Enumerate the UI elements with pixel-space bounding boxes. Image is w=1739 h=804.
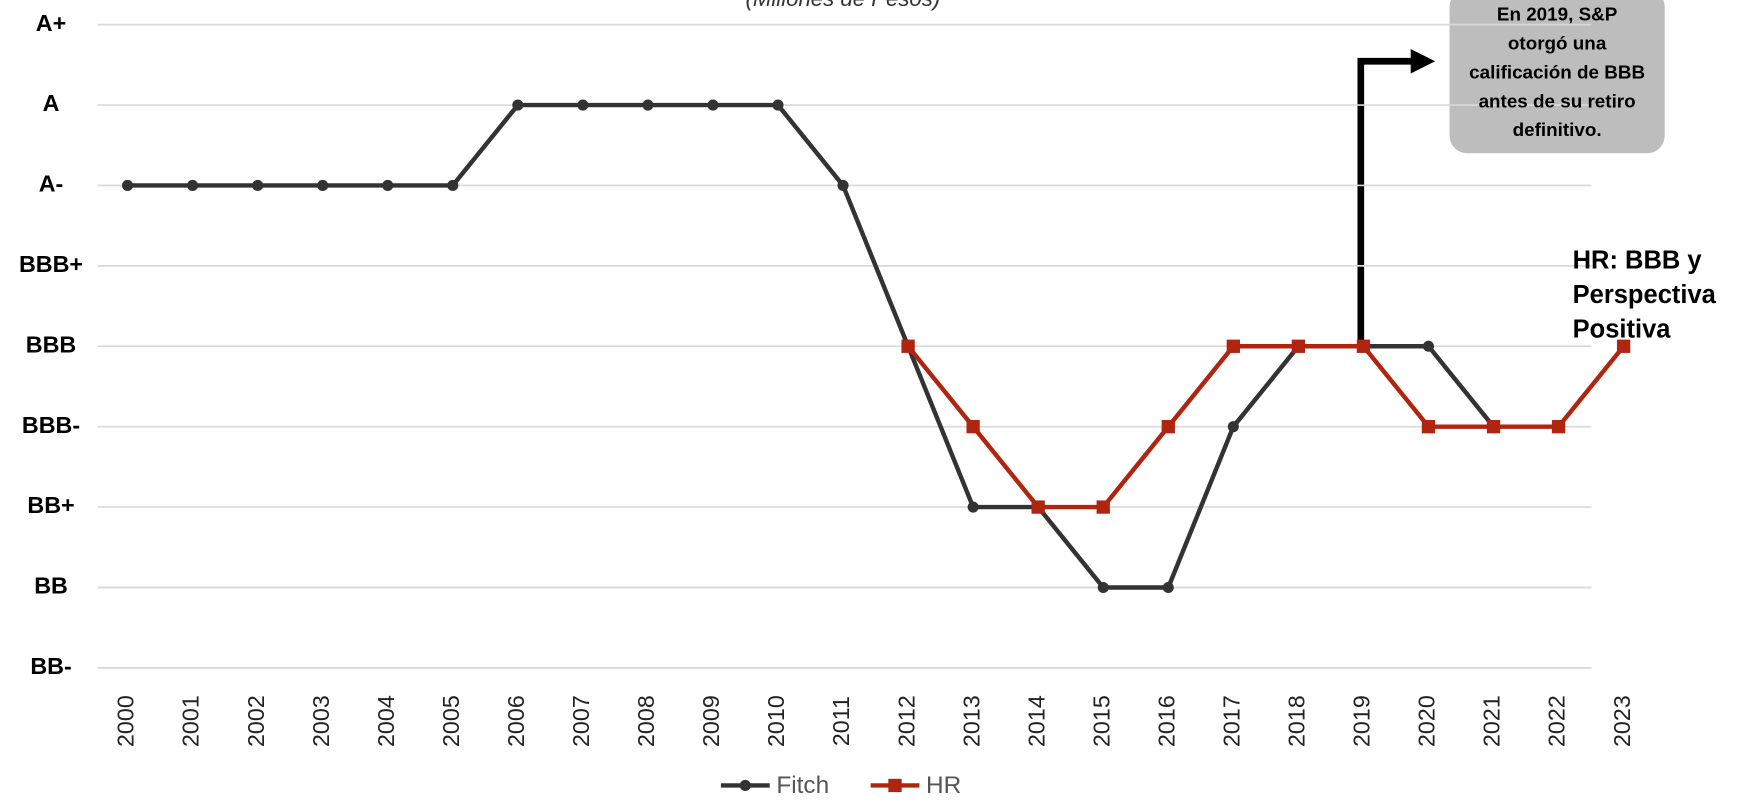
x-tick-label: 2004 xyxy=(373,695,399,747)
point xyxy=(967,501,979,513)
y-tick-label: A+ xyxy=(36,10,66,36)
x-tick-label: 2019 xyxy=(1349,695,1375,747)
y-tick-label: BB- xyxy=(30,653,71,679)
x-tick-label: 2015 xyxy=(1088,695,1114,747)
x-tick-label: 2010 xyxy=(763,695,789,747)
point xyxy=(1097,581,1109,594)
x-tick-label: 2017 xyxy=(1218,695,1244,747)
point xyxy=(187,179,199,191)
x-tick-label: 2008 xyxy=(633,695,659,747)
point xyxy=(317,179,329,191)
point xyxy=(772,99,784,111)
point xyxy=(1356,339,1371,353)
x-tick-label: 2016 xyxy=(1153,695,1179,747)
point xyxy=(252,179,264,191)
point xyxy=(1551,420,1566,434)
x-tick-label: 2005 xyxy=(438,695,464,747)
annotation-text: Perspectiva xyxy=(1573,281,1717,309)
annotation-text: HR: BBB y xyxy=(1573,247,1703,275)
point xyxy=(1421,420,1436,434)
y-tick-label: A- xyxy=(39,171,64,197)
x-tick-label: 2000 xyxy=(113,695,139,747)
y-tick-label: BB+ xyxy=(27,492,74,518)
point xyxy=(512,99,524,111)
point xyxy=(577,99,589,111)
x-tick-label: 2009 xyxy=(698,695,724,747)
annotation-arrow xyxy=(1357,57,1415,347)
point xyxy=(1291,339,1306,353)
x-tick-label: 2018 xyxy=(1284,695,1310,747)
point xyxy=(1031,500,1045,514)
arrow-head xyxy=(1410,49,1436,74)
x-tick-label: 2020 xyxy=(1414,695,1440,747)
point xyxy=(121,179,134,191)
annotation-text: Positiva xyxy=(1573,315,1672,343)
annotation-text: definitivo. xyxy=(1513,119,1602,140)
annotation-box xyxy=(1449,0,1665,154)
point xyxy=(447,179,459,191)
legend-marker xyxy=(888,778,902,793)
point xyxy=(1096,500,1110,514)
x-tick-label: 2013 xyxy=(958,695,984,747)
annotation-text: calificación de BBB xyxy=(1469,61,1645,82)
point xyxy=(642,99,654,111)
y-tick-label: BBB- xyxy=(22,412,80,438)
x-tick-label: 2003 xyxy=(308,695,334,747)
y-tick-label: BBB xyxy=(26,331,76,357)
point xyxy=(1227,421,1239,433)
y-tick-label: BB xyxy=(34,573,68,599)
x-tick-label: 2021 xyxy=(1479,695,1505,747)
point xyxy=(382,179,394,191)
x-tick-label: 2006 xyxy=(503,695,529,747)
x-tick-label: 2012 xyxy=(893,695,919,747)
point xyxy=(1486,420,1501,434)
point xyxy=(966,420,980,434)
point xyxy=(707,99,719,111)
y-tick-label: A xyxy=(43,90,60,116)
annotation-text: En 2019, S&P xyxy=(1497,4,1617,25)
series-line xyxy=(127,102,1496,590)
chart-subtitle: (Millones de Pesos) xyxy=(746,0,941,11)
x-tick-label: 2007 xyxy=(568,695,594,747)
point xyxy=(1422,340,1435,352)
point xyxy=(1616,339,1631,353)
x-tick-label: 2022 xyxy=(1544,695,1570,747)
annotation-text: otorgó una xyxy=(1508,33,1607,54)
point xyxy=(1226,339,1240,353)
legend-label: HR xyxy=(926,772,961,799)
x-tick-label: 2011 xyxy=(828,696,854,746)
x-tick-label: 2002 xyxy=(243,695,269,747)
x-tick-label: 2001 xyxy=(178,695,204,747)
series-line xyxy=(906,344,1626,510)
x-tick-label: 2023 xyxy=(1609,695,1635,747)
y-tick-label: BBB+ xyxy=(19,251,83,277)
point xyxy=(901,339,915,353)
legend-marker xyxy=(739,779,751,791)
annotation-text: antes de su retiro xyxy=(1479,90,1636,111)
point xyxy=(1162,581,1174,594)
x-tick-label: 2014 xyxy=(1023,695,1049,747)
legend-label: Fitch xyxy=(776,772,829,799)
point xyxy=(837,179,849,191)
point xyxy=(1161,420,1175,434)
